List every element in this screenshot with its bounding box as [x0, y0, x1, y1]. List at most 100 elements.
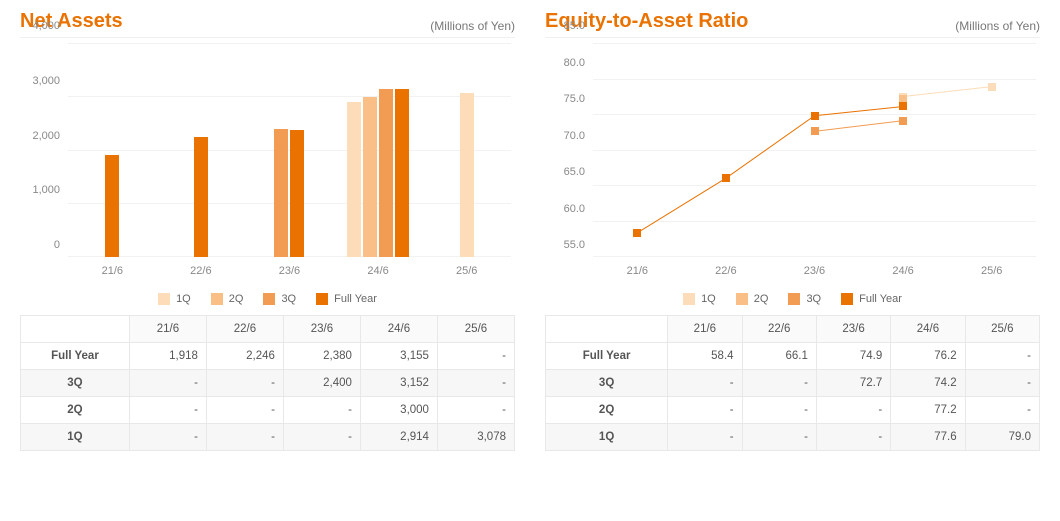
legend-label: 3Q: [806, 293, 821, 305]
table-row: 3Q--72.774.2-: [546, 370, 1040, 397]
category-slot: [157, 44, 246, 257]
table-row-header: Full Year: [546, 343, 668, 370]
legend-item: Full Year: [841, 293, 902, 305]
y-axis: 55.060.065.070.075.080.085.0: [545, 38, 589, 257]
legend: 1Q2Q3QFull Year: [20, 287, 515, 315]
table-cell: -: [816, 397, 890, 424]
table-cell: -: [742, 424, 816, 451]
y-tick-label: 2,000: [32, 130, 60, 142]
y-tick-label: 70.0: [564, 130, 585, 142]
x-tick-label: 22/6: [157, 259, 246, 287]
table-cell: -: [437, 397, 514, 424]
table-col-header: 25/6: [965, 316, 1039, 343]
y-tick-label: 85.0: [564, 20, 585, 32]
table-row-header: 3Q: [21, 370, 130, 397]
table-row: 2Q---3,000-: [21, 397, 515, 424]
y-axis: 01,0002,0003,0004,000: [20, 38, 64, 257]
series-marker: [633, 229, 641, 237]
table-row-header: 3Q: [546, 370, 668, 397]
table-col-header: 21/6: [668, 316, 742, 343]
table-cell: 58.4: [668, 343, 742, 370]
table-cell: 72.7: [816, 370, 890, 397]
table-cell: -: [206, 424, 283, 451]
table-cell: 3,152: [360, 370, 437, 397]
table-cell: -: [668, 397, 742, 424]
legend-label: 2Q: [754, 293, 769, 305]
category-slot: [334, 44, 423, 257]
table-cell: -: [965, 370, 1039, 397]
legend-swatch: [736, 293, 748, 305]
table-cell: 74.2: [891, 370, 965, 397]
bar-chart: 01,0002,0003,0004,000 21/622/623/624/625…: [20, 37, 515, 287]
table-cell: -: [965, 397, 1039, 424]
table-cell: 77.2: [891, 397, 965, 424]
panel-equity-ratio: Equity-to-Asset Ratio (Millions of Yen) …: [545, 10, 1040, 451]
bar: [379, 89, 393, 257]
panel-net-assets: Net Assets (Millions of Yen) 01,0002,000…: [20, 10, 515, 451]
series-marker: [899, 102, 907, 110]
table-cell: 77.6: [891, 424, 965, 451]
line-svg: [593, 44, 1036, 257]
legend-label: 1Q: [176, 293, 191, 305]
x-tick-label: 22/6: [682, 259, 771, 287]
panel-unit: (Millions of Yen): [955, 19, 1040, 33]
legend-label: 3Q: [281, 293, 296, 305]
series-marker: [811, 127, 819, 135]
table-row: Full Year1,9182,2462,3803,155-: [21, 343, 515, 370]
table-col-header: 24/6: [360, 316, 437, 343]
legend-label: Full Year: [859, 293, 902, 305]
table-cell: -: [668, 424, 742, 451]
table-col-header: 22/6: [742, 316, 816, 343]
category-slot: [422, 44, 511, 257]
table-cell: -: [283, 424, 360, 451]
y-tick-label: 4,000: [32, 20, 60, 32]
series-marker: [722, 174, 730, 182]
table-corner: [546, 316, 668, 343]
x-tick-label: 25/6: [422, 259, 511, 287]
legend-label: 1Q: [701, 293, 716, 305]
table-cell: -: [129, 424, 206, 451]
table-cell: 3,078: [437, 424, 514, 451]
table-cell: 79.0: [965, 424, 1039, 451]
legend-item: Full Year: [316, 293, 377, 305]
series-marker: [899, 117, 907, 125]
table-cell: 2,380: [283, 343, 360, 370]
x-tick-label: 24/6: [859, 259, 948, 287]
table-corner: [21, 316, 130, 343]
table-col-header: 23/6: [816, 316, 890, 343]
y-tick-label: 60.0: [564, 203, 585, 215]
y-tick-label: 0: [54, 239, 60, 251]
panel-unit: (Millions of Yen): [430, 19, 515, 33]
legend-swatch: [683, 293, 695, 305]
legend-swatch: [158, 293, 170, 305]
table-row: 1Q---77.679.0: [546, 424, 1040, 451]
table-col-header: 24/6: [891, 316, 965, 343]
legend-swatch: [841, 293, 853, 305]
table-cell: -: [206, 370, 283, 397]
legend-swatch: [788, 293, 800, 305]
y-tick-label: 3,000: [32, 75, 60, 87]
table-cell: -: [965, 343, 1039, 370]
y-tick-label: 65.0: [564, 166, 585, 178]
table-cell: 2,914: [360, 424, 437, 451]
data-table: 21/622/623/624/625/6 Full Year58.466.174…: [545, 315, 1040, 451]
table-cell: -: [668, 370, 742, 397]
table-row: Full Year58.466.174.976.2-: [546, 343, 1040, 370]
table-col-header: 22/6: [206, 316, 283, 343]
table-cell: -: [816, 424, 890, 451]
bar: [290, 130, 304, 257]
series-marker: [988, 83, 996, 91]
table-cell: -: [283, 397, 360, 424]
x-axis: 21/622/623/624/625/6: [593, 259, 1036, 287]
series-line: [903, 87, 992, 97]
legend-item: 2Q: [736, 293, 769, 305]
legend-label: Full Year: [334, 293, 377, 305]
table-cell: 1,918: [129, 343, 206, 370]
bar: [363, 97, 377, 257]
bar: [194, 137, 208, 257]
table-row: 3Q--2,4003,152-: [21, 370, 515, 397]
table-col-header: 23/6: [283, 316, 360, 343]
x-tick-label: 23/6: [770, 259, 859, 287]
table-cell: -: [742, 397, 816, 424]
bar: [274, 129, 288, 257]
